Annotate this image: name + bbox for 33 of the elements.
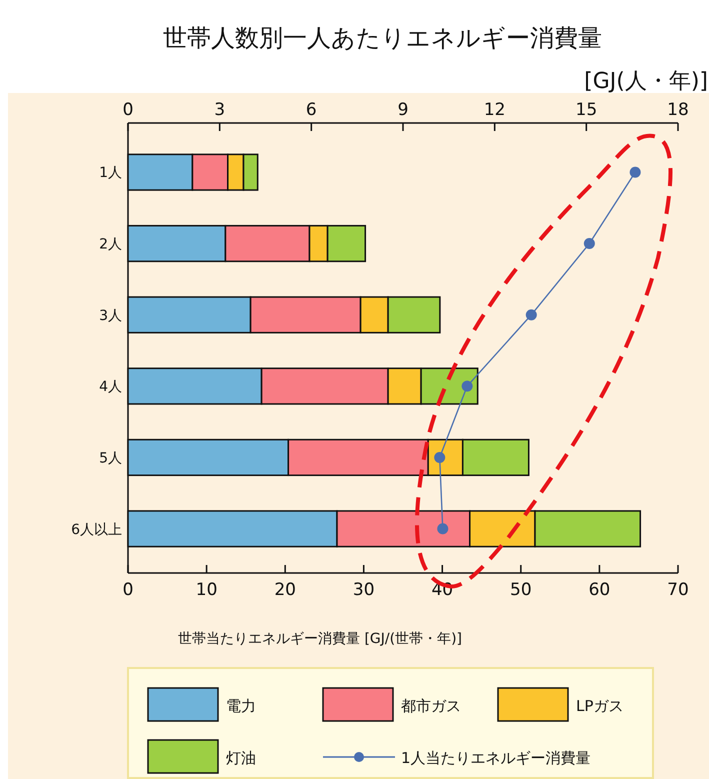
legend-label: 電力: [226, 697, 256, 715]
legend-label: 灯油: [226, 749, 256, 767]
x-tick-label: 0: [122, 580, 134, 600]
x-tick-label: 30: [352, 580, 375, 600]
x-tick-label: 50: [510, 580, 532, 600]
point: [437, 523, 448, 534]
x2-tick-label: 9: [398, 100, 408, 120]
y-tick-label: 3人: [99, 308, 122, 324]
x-tick-label: 20: [274, 580, 296, 600]
legend-label: 1人当たりエネルギー消費量: [401, 749, 591, 767]
x2-axis-title: [GJ(人・年)]: [584, 69, 708, 94]
chart-title: 世帯人数別一人あたりエネルギー消費量: [163, 24, 602, 52]
y-tick-label: 5人: [99, 450, 122, 466]
legend-label: LPガス: [576, 697, 624, 715]
x2-tick-label: 18: [667, 100, 689, 120]
y-tick-label: 4人: [99, 379, 122, 396]
point: [526, 309, 537, 320]
x2-tick-label: 12: [484, 100, 506, 120]
x2-tick-label: 0: [122, 100, 134, 120]
x-tick-label: 60: [588, 580, 610, 600]
legend-label: 都市ガス: [401, 697, 461, 715]
x2-tick-label: 6: [306, 100, 317, 120]
point: [630, 166, 641, 178]
x2-tick-label: 15: [576, 100, 598, 120]
x-tick-label: 10: [196, 580, 218, 600]
x-tick-label: 70: [667, 580, 689, 600]
x-axis-title: 世帯当たりエネルギー消費量 [GJ/(世帯・年)]: [178, 631, 462, 647]
x2-tick-label: 3: [214, 100, 226, 120]
y-tick-label: 2人: [99, 236, 122, 253]
y-tick-label: 1人: [99, 165, 122, 182]
point: [584, 238, 595, 250]
point: [462, 380, 473, 392]
y-tick-label: 6人以上: [71, 522, 122, 538]
